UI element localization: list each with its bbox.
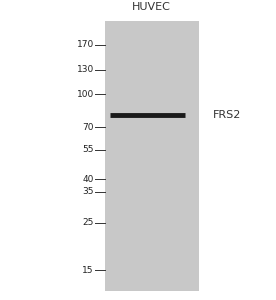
Text: 70: 70: [82, 123, 94, 132]
Text: 25: 25: [83, 218, 94, 227]
Text: 100: 100: [77, 90, 94, 99]
Text: FRS2: FRS2: [213, 110, 241, 120]
Text: 15: 15: [82, 266, 94, 275]
Text: HUVEC: HUVEC: [132, 2, 171, 12]
Text: 130: 130: [77, 65, 94, 74]
Text: 170: 170: [77, 40, 94, 50]
Bar: [105, 21, 199, 291]
Text: 40: 40: [83, 175, 94, 184]
Text: 35: 35: [82, 187, 94, 196]
Text: 55: 55: [82, 145, 94, 154]
